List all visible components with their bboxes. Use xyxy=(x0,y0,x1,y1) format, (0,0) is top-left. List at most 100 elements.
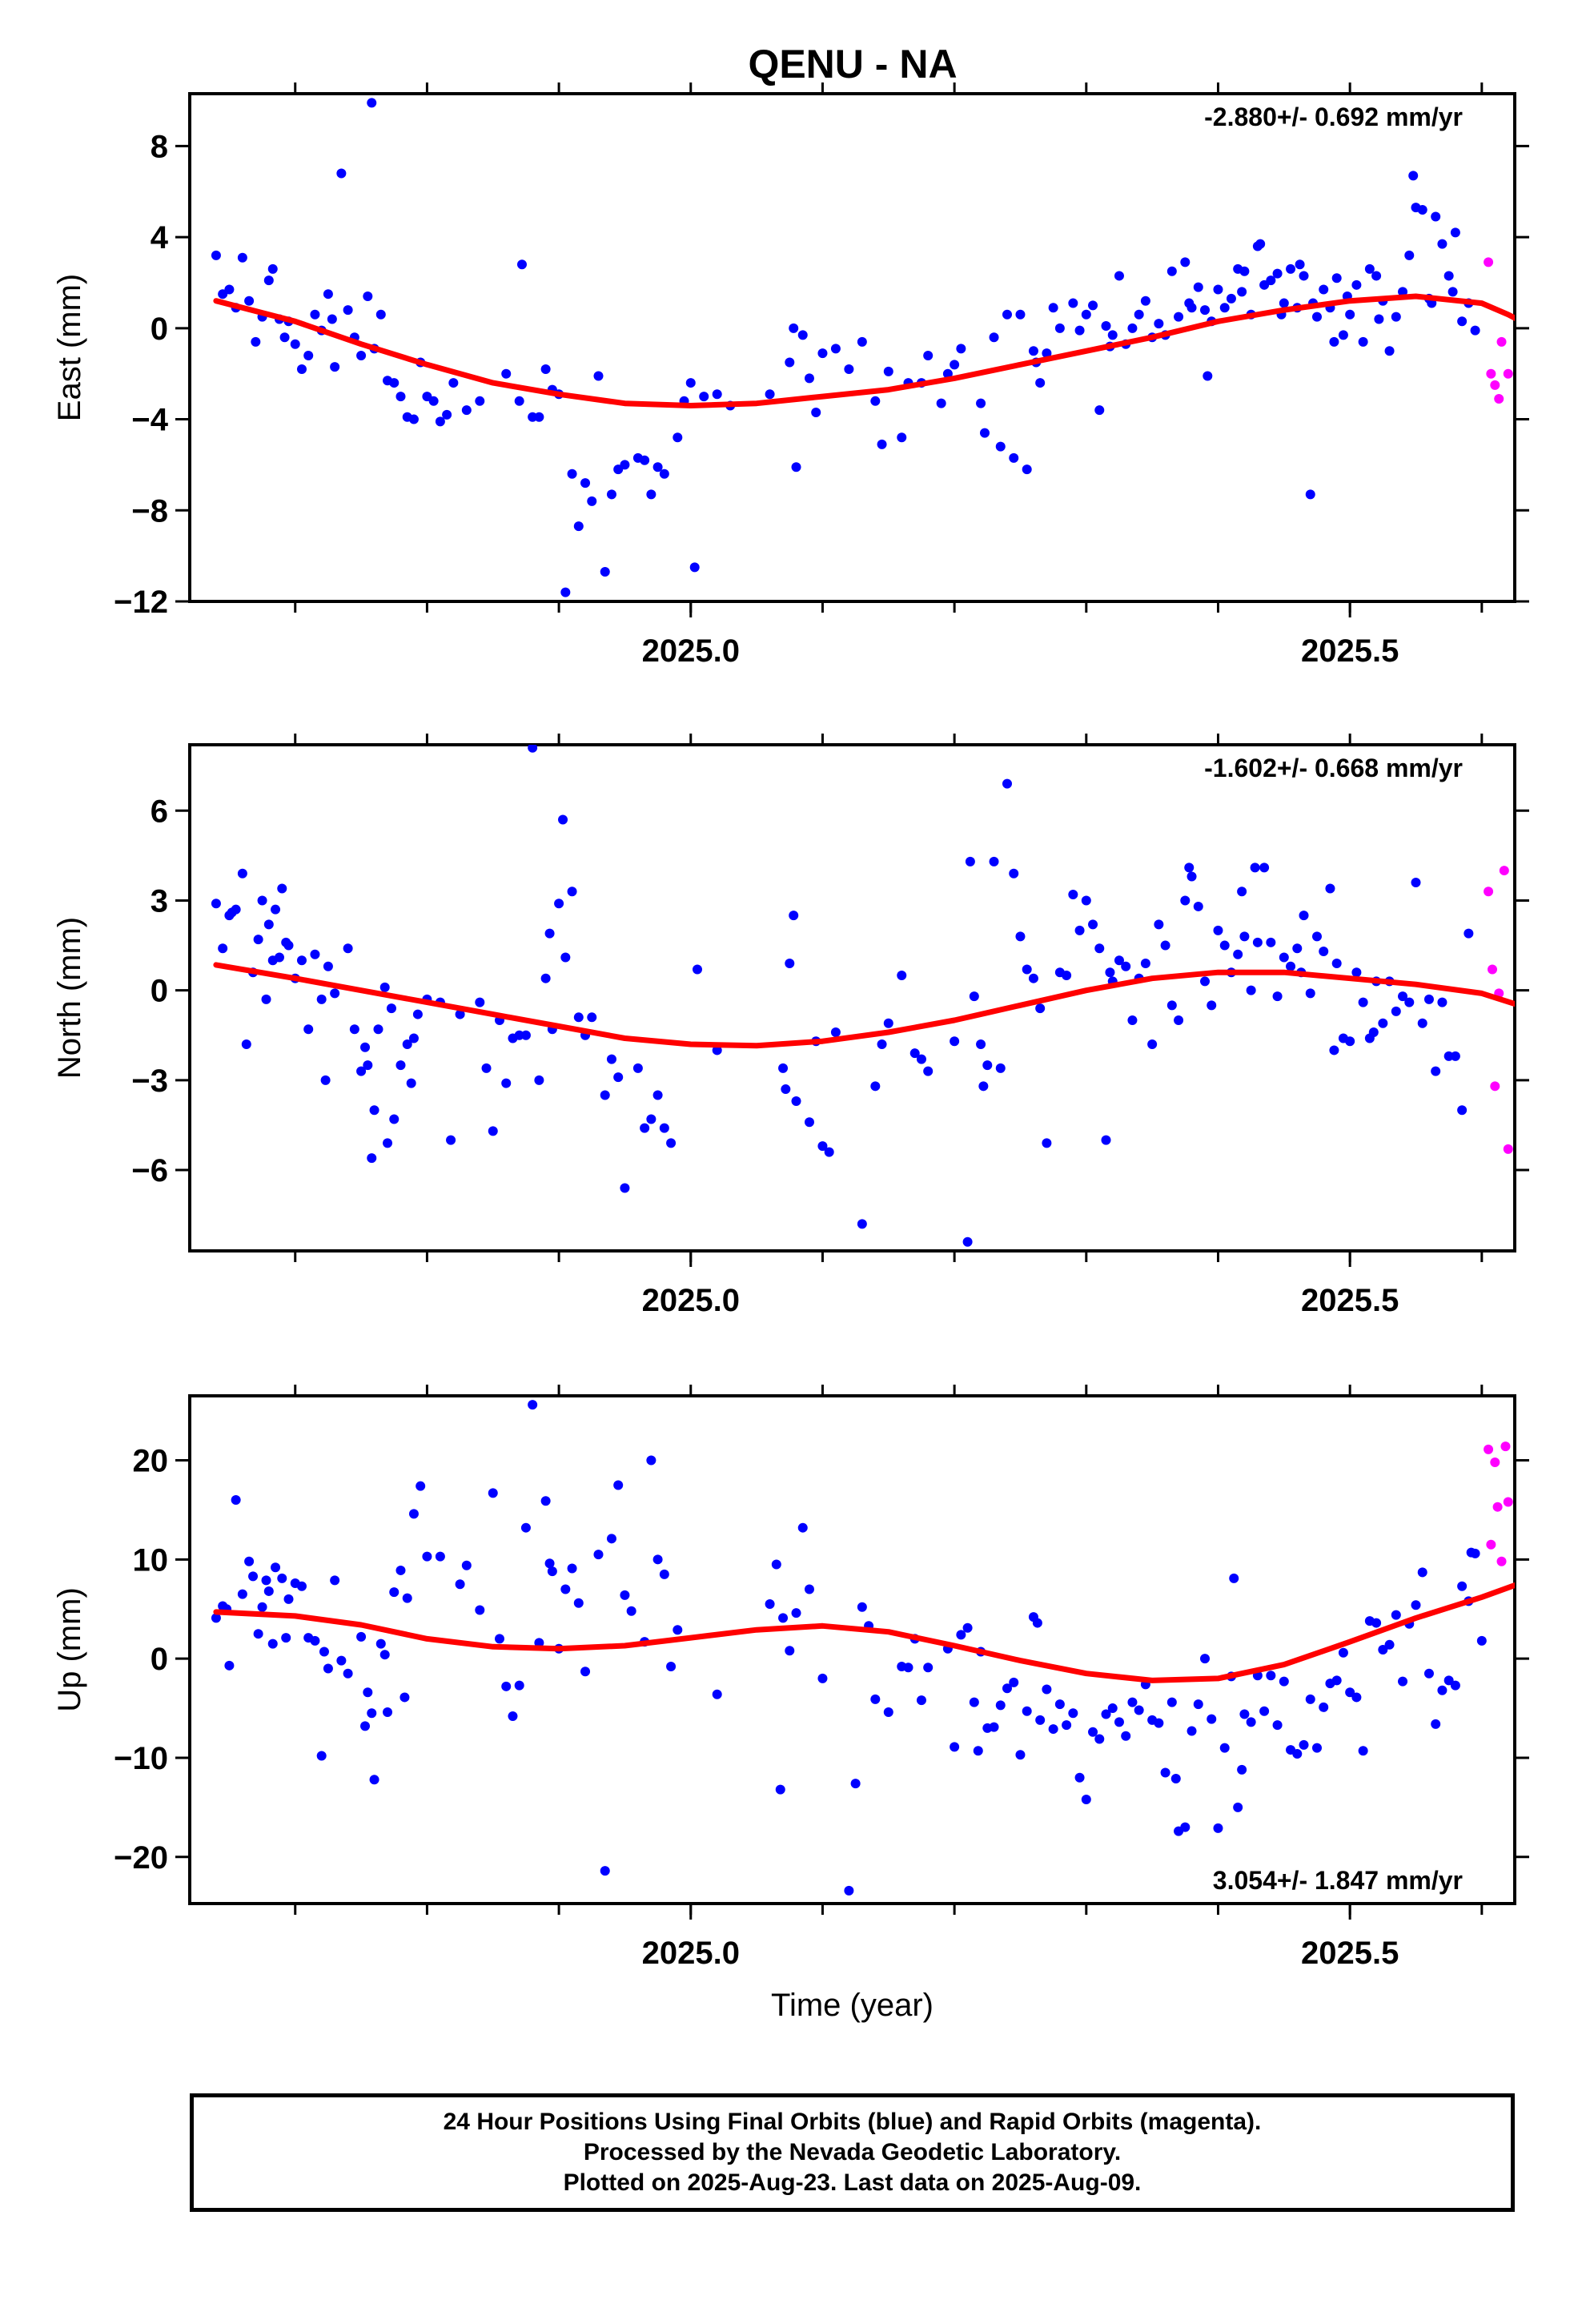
east-final-point xyxy=(534,412,544,422)
north-final-point xyxy=(271,904,281,915)
north-final-point xyxy=(544,928,555,939)
up-final-point xyxy=(775,1784,785,1795)
east-final-point xyxy=(408,414,419,424)
east-final-point xyxy=(817,348,828,359)
north-final-point xyxy=(640,1123,650,1133)
east-final-point xyxy=(685,378,696,388)
north-final-point xyxy=(386,1003,396,1014)
up-final-point xyxy=(1121,1731,1131,1741)
east-final-point xyxy=(560,587,571,597)
up-final-point xyxy=(817,1673,828,1683)
north-rapid-point xyxy=(1488,964,1498,975)
east-final-point xyxy=(1374,314,1384,324)
east-final-point xyxy=(712,389,722,400)
east-rapid-point xyxy=(1486,368,1496,379)
east-final-point xyxy=(785,357,795,368)
north-final-point xyxy=(1358,997,1368,1007)
north-final-point xyxy=(1423,994,1434,1004)
up-final-point xyxy=(1193,1699,1203,1710)
north-data-layer xyxy=(211,745,1515,1247)
north-final-point xyxy=(455,1009,465,1019)
east-data-layer xyxy=(211,98,1515,597)
north-final-point xyxy=(323,961,333,971)
north-final-point xyxy=(1299,911,1309,921)
east-final-point xyxy=(1384,346,1395,356)
east-final-point xyxy=(1417,204,1427,215)
east-final-point xyxy=(1364,263,1375,274)
east-final-point xyxy=(448,378,459,388)
up-final-point xyxy=(973,1746,983,1756)
east-final-point xyxy=(461,405,472,416)
chart-title: QENU - NA xyxy=(748,42,957,86)
east-final-point xyxy=(1345,309,1355,320)
north-rapid-point xyxy=(1499,866,1509,876)
east-final-point xyxy=(1028,346,1038,356)
east-final-point xyxy=(1081,309,1091,320)
up-rate-label: 3.054+/- 1.847 mm/yr xyxy=(1213,1866,1463,1895)
up-final-point xyxy=(1088,1727,1098,1737)
up-final-point xyxy=(712,1689,722,1699)
east-final-point xyxy=(1286,263,1296,274)
east-final-point xyxy=(1042,348,1052,359)
up-final-point xyxy=(296,1581,307,1591)
north-final-point xyxy=(965,856,975,866)
east-final-point xyxy=(375,309,386,320)
north-final-point xyxy=(389,1114,400,1124)
up-final-point xyxy=(1470,1548,1480,1558)
north-final-point xyxy=(659,1123,669,1133)
east-final-point xyxy=(528,412,538,422)
up-y-axis-label: Up (mm) xyxy=(52,1587,87,1712)
up-final-point xyxy=(1186,1726,1197,1736)
east-final-point xyxy=(1371,271,1382,281)
up-final-point xyxy=(1398,1676,1408,1687)
north-final-point xyxy=(1233,949,1243,959)
north-final-point xyxy=(330,988,340,999)
east-y-tick-label: 0 xyxy=(151,312,168,347)
north-final-point xyxy=(263,919,274,930)
up-final-point xyxy=(408,1509,419,1519)
up-final-point xyxy=(1457,1581,1468,1591)
up-final-point xyxy=(211,1613,221,1623)
north-final-point xyxy=(481,1063,492,1073)
east-final-point xyxy=(1319,284,1329,295)
up-final-point xyxy=(267,1638,278,1649)
east-final-point xyxy=(1048,303,1058,313)
north-final-point xyxy=(231,904,241,915)
north-final-point xyxy=(501,1078,512,1088)
north-final-point xyxy=(573,1012,584,1023)
north-final-point xyxy=(1180,895,1191,906)
north-final-point xyxy=(1193,901,1203,911)
north-final-point xyxy=(406,1078,416,1088)
north-final-point xyxy=(1464,928,1474,939)
up-final-point xyxy=(1345,1687,1355,1698)
east-final-point xyxy=(950,360,960,370)
north-final-point xyxy=(632,1063,643,1073)
east-final-point xyxy=(435,416,445,427)
east-final-point xyxy=(1404,250,1415,260)
footer-box: 24 Hour Positions Using Final Orbits (bl… xyxy=(190,2093,1515,2212)
up-final-point xyxy=(1166,1697,1177,1707)
east-final-point xyxy=(363,292,373,302)
north-final-point xyxy=(567,887,577,897)
north-y-axis-label: North (mm) xyxy=(52,917,87,1079)
east-y-tick-label: −12 xyxy=(114,585,168,620)
east-final-point xyxy=(428,396,439,406)
east-final-point xyxy=(923,350,934,360)
up-final-point xyxy=(567,1563,577,1574)
east-final-point xyxy=(1279,298,1289,308)
up-final-point xyxy=(1207,1714,1217,1724)
up-trend-line xyxy=(213,1582,1515,1683)
up-final-point xyxy=(969,1697,979,1707)
up-final-point xyxy=(547,1566,557,1577)
east-final-point xyxy=(279,332,290,343)
east-final-point xyxy=(1351,279,1362,290)
up-y-tick-label: −10 xyxy=(114,1741,168,1776)
up-final-point xyxy=(1331,1675,1342,1686)
up-final-point xyxy=(1002,1683,1012,1694)
up-final-point xyxy=(989,1722,999,1732)
up-final-point xyxy=(1054,1699,1065,1710)
north-y-tick-label: −3 xyxy=(131,1063,168,1099)
up-final-point xyxy=(455,1579,465,1590)
up-final-point xyxy=(396,1565,406,1575)
north-final-point xyxy=(1311,931,1322,942)
